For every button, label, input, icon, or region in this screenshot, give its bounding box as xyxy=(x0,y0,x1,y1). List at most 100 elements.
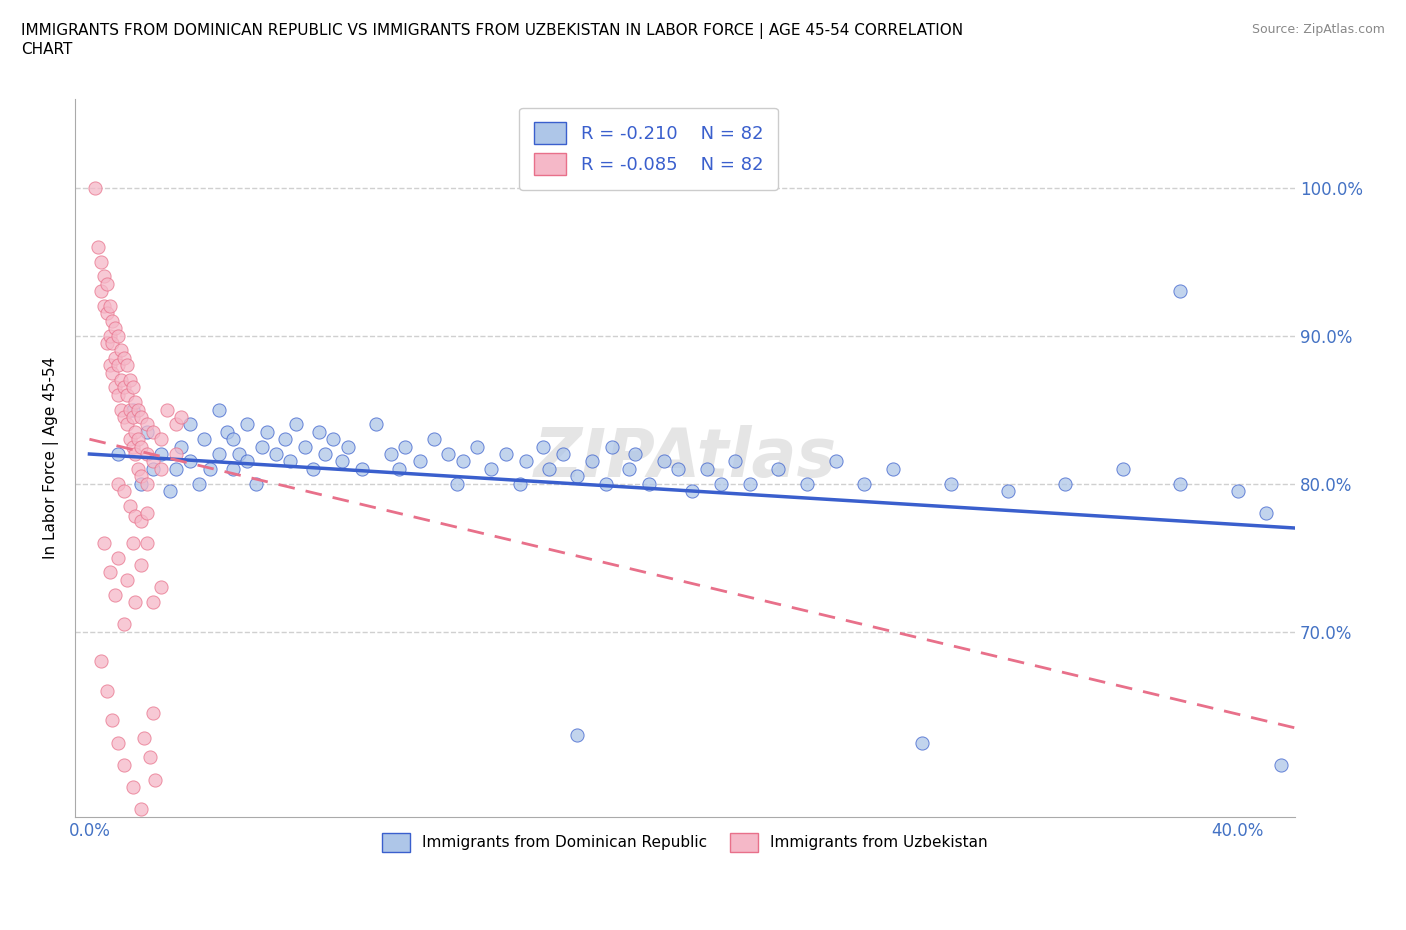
Point xyxy=(118,402,141,417)
Point xyxy=(142,461,165,476)
Point xyxy=(273,432,295,446)
Point xyxy=(107,358,129,373)
Point xyxy=(93,536,115,551)
Point xyxy=(121,380,143,395)
Point xyxy=(666,461,689,476)
Point xyxy=(96,684,118,698)
Point xyxy=(121,402,143,417)
Point xyxy=(118,432,141,446)
Point xyxy=(121,409,143,424)
Point xyxy=(423,432,446,446)
Point xyxy=(165,417,187,432)
Point xyxy=(110,373,132,388)
Point xyxy=(285,417,308,432)
Point xyxy=(652,454,675,469)
Point xyxy=(388,461,411,476)
Point xyxy=(437,446,460,461)
Point xyxy=(1168,476,1191,491)
Point xyxy=(96,276,118,291)
Y-axis label: In Labor Force | Age 45-54: In Labor Force | Age 45-54 xyxy=(44,356,59,559)
Point xyxy=(245,476,267,491)
Point xyxy=(165,446,187,461)
Point xyxy=(115,417,138,432)
Point xyxy=(124,446,146,461)
Point xyxy=(112,757,135,772)
Point xyxy=(107,388,129,403)
Point xyxy=(280,454,302,469)
Point xyxy=(495,446,517,461)
Text: Source: ZipAtlas.com: Source: ZipAtlas.com xyxy=(1251,23,1385,36)
Point xyxy=(352,461,374,476)
Point xyxy=(198,461,221,476)
Point xyxy=(617,461,640,476)
Point xyxy=(217,424,239,439)
Point xyxy=(135,424,157,439)
Point xyxy=(159,484,181,498)
Point xyxy=(207,446,229,461)
Point xyxy=(118,498,141,513)
Point xyxy=(156,402,179,417)
Point xyxy=(129,469,152,484)
Point xyxy=(101,336,124,351)
Point xyxy=(132,731,155,746)
Point xyxy=(121,439,143,454)
Point xyxy=(129,558,152,573)
Point xyxy=(1256,506,1278,521)
Point xyxy=(107,551,129,565)
Point xyxy=(135,417,157,432)
Point xyxy=(107,446,129,461)
Point xyxy=(142,424,165,439)
Point xyxy=(236,417,259,432)
Point xyxy=(710,476,733,491)
Point xyxy=(531,439,554,454)
Point xyxy=(681,484,703,498)
Point xyxy=(93,269,115,284)
Point xyxy=(129,439,152,454)
Point xyxy=(142,454,165,469)
Text: ZIPAtlas: ZIPAtlas xyxy=(533,425,837,491)
Point xyxy=(104,351,127,365)
Point xyxy=(179,417,201,432)
Point xyxy=(84,180,107,195)
Point xyxy=(112,351,135,365)
Point xyxy=(207,402,229,417)
Point xyxy=(796,476,818,491)
Point xyxy=(997,484,1019,498)
Point xyxy=(264,446,287,461)
Point xyxy=(314,446,336,461)
Point xyxy=(150,579,173,594)
Point xyxy=(115,358,138,373)
Point xyxy=(145,772,167,787)
Point xyxy=(129,513,152,528)
Point xyxy=(96,336,118,351)
Point xyxy=(228,446,250,461)
Point xyxy=(696,461,718,476)
Point xyxy=(112,409,135,424)
Point xyxy=(107,476,129,491)
Point xyxy=(124,594,146,609)
Point xyxy=(87,239,110,254)
Point xyxy=(465,439,488,454)
Point xyxy=(322,432,344,446)
Point xyxy=(380,446,402,461)
Point xyxy=(624,446,647,461)
Point xyxy=(567,728,589,743)
Point xyxy=(127,402,149,417)
Point xyxy=(121,779,143,794)
Point xyxy=(150,461,173,476)
Point xyxy=(121,536,143,551)
Point xyxy=(302,461,325,476)
Point xyxy=(101,713,124,728)
Point xyxy=(824,454,846,469)
Point xyxy=(90,654,112,669)
Point xyxy=(115,388,138,403)
Point xyxy=(537,461,560,476)
Point xyxy=(446,476,468,491)
Point xyxy=(170,439,193,454)
Point xyxy=(127,461,149,476)
Point xyxy=(193,432,215,446)
Point xyxy=(135,476,157,491)
Point xyxy=(882,461,904,476)
Point xyxy=(118,373,141,388)
Point xyxy=(129,802,152,817)
